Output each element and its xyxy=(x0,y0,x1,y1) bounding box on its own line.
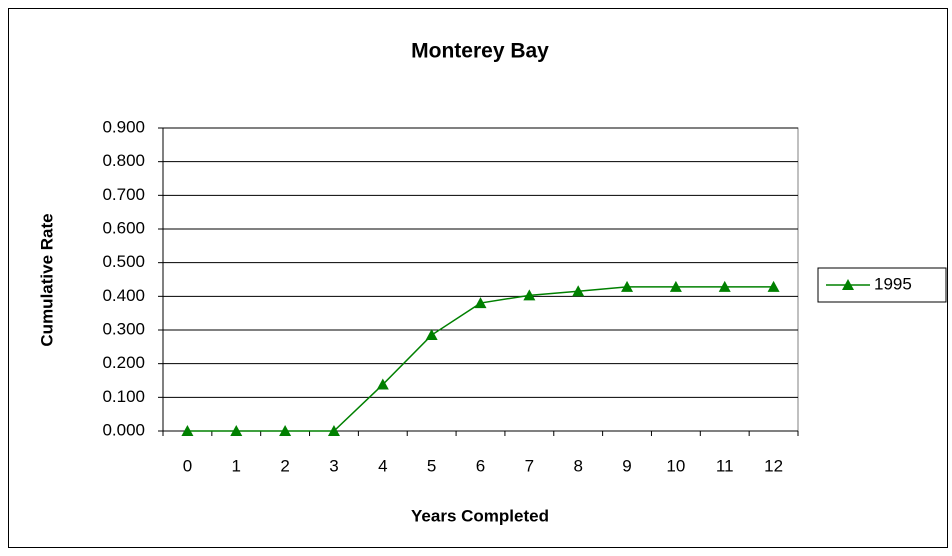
x-tick-label: 2 xyxy=(280,456,289,475)
x-tick-label: 7 xyxy=(525,456,534,475)
y-tick-label: 0.800 xyxy=(102,151,145,170)
y-tick-label: 0.400 xyxy=(102,286,145,305)
x-tick-label: 8 xyxy=(573,456,582,475)
legend-label: 1995 xyxy=(874,274,912,293)
marker xyxy=(327,425,340,436)
x-tick-label: 9 xyxy=(622,456,631,475)
x-tick-label: 4 xyxy=(378,456,387,475)
marker xyxy=(718,280,731,292)
marker xyxy=(474,297,487,309)
marker xyxy=(767,280,780,292)
y-tick-label: 0.900 xyxy=(102,117,145,136)
x-tick-label: 12 xyxy=(764,456,783,475)
plot-area xyxy=(162,127,799,432)
y-tick-label: 0.100 xyxy=(102,387,145,406)
x-tick-label: 5 xyxy=(427,456,436,475)
x-tick-label: 6 xyxy=(476,456,485,475)
marker xyxy=(279,425,292,436)
marker xyxy=(376,378,389,390)
chart-title: Monterey Bay xyxy=(411,40,549,63)
x-tick-label: 0 xyxy=(183,456,192,475)
y-tick-label: 0.000 xyxy=(102,420,145,439)
marker xyxy=(669,280,682,292)
marker xyxy=(523,289,536,301)
x-axis-label: Years Completed xyxy=(411,506,549,525)
marker xyxy=(230,425,243,436)
y-tick-label: 0.700 xyxy=(102,185,145,204)
marker xyxy=(572,285,585,297)
marker xyxy=(621,280,634,292)
x-tick-label: 11 xyxy=(716,456,734,475)
legend-marker xyxy=(842,279,854,290)
y-tick-label: 0.600 xyxy=(102,218,145,237)
x-tick-label: 3 xyxy=(329,456,338,475)
y-axis-label: Cumulative Rate xyxy=(37,213,56,346)
marker xyxy=(181,425,194,436)
y-tick-label: 0.300 xyxy=(102,319,145,338)
y-tick-label: 0.500 xyxy=(102,252,145,271)
x-tick-label: 10 xyxy=(666,456,685,475)
x-tick-label: 1 xyxy=(232,456,241,475)
marker xyxy=(425,329,438,341)
y-tick-label: 0.200 xyxy=(102,353,145,372)
